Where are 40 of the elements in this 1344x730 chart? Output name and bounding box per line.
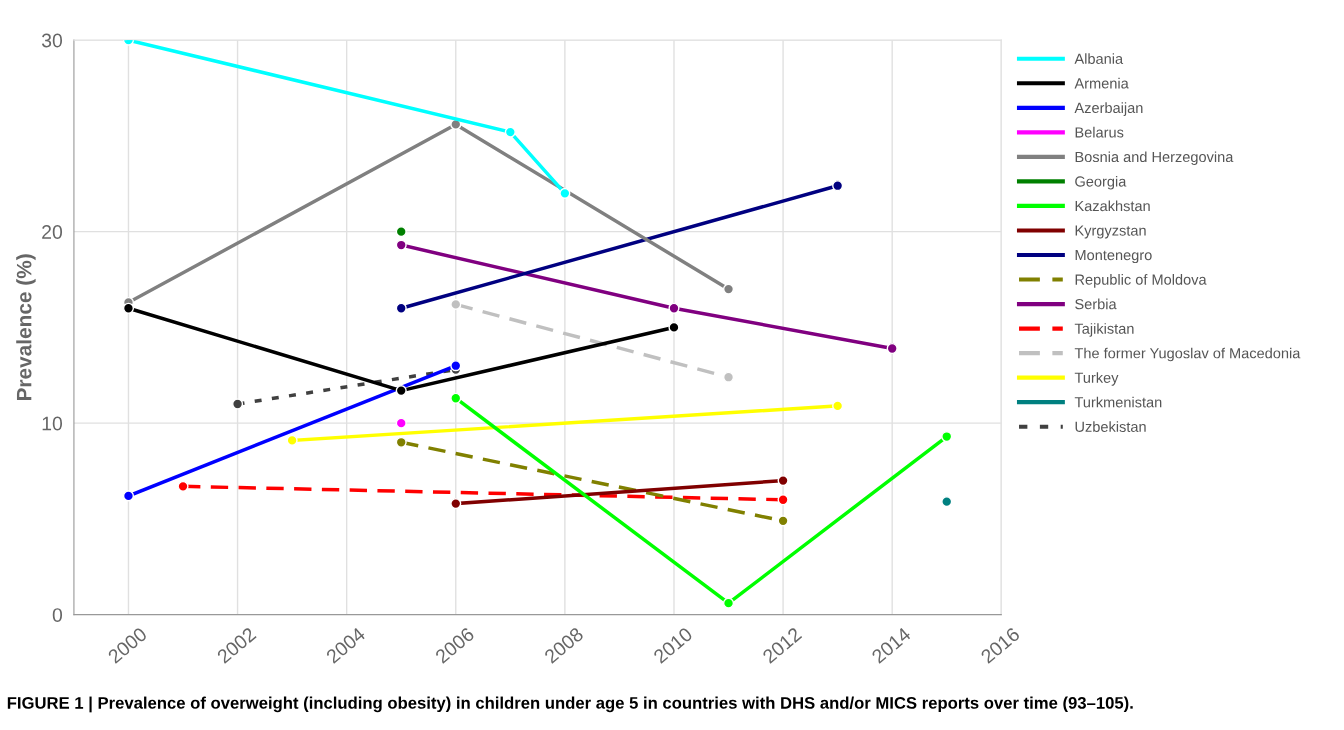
legend-label: Kazakhstan [1075, 200, 1150, 212]
caption: FIGURE 1 | Prevalence of overweight (including obesity) in children under age 5 in countries with DHS and/or MICS reports over time (93–105). [7, 696, 1133, 713]
legend-label: Kyrgyzstan [1075, 225, 1146, 239]
legend-label: Azerbaijan [1074, 102, 1143, 116]
point [450, 392, 462, 404]
legend-label: Belarus [1075, 126, 1124, 138]
point [559, 187, 571, 199]
point [941, 431, 953, 443]
legend-label: The former Yugoslav of Macedonia [1074, 347, 1301, 362]
point [777, 494, 789, 506]
point [395, 417, 407, 429]
legend-label: Uzbekistan [1075, 421, 1146, 432]
point [450, 298, 462, 310]
point [395, 239, 407, 251]
point [777, 475, 789, 487]
legend-label: Serbia [1075, 298, 1117, 310]
legend-label: Armenia [1074, 77, 1129, 89]
y-tick-label: 20 [42, 225, 63, 239]
legend-label: Georgia [1075, 175, 1127, 190]
y-tick-label: 10 [42, 416, 63, 431]
y-tick-label: 0 [52, 608, 63, 622]
point [668, 321, 680, 333]
point [504, 126, 516, 138]
point [450, 498, 462, 510]
point [668, 302, 680, 314]
legend-label: Albania [1074, 53, 1124, 64]
legend-label: Turkey [1074, 372, 1119, 386]
point [232, 398, 244, 410]
point [177, 480, 189, 492]
point [886, 342, 898, 355]
point [122, 302, 135, 314]
legend-label: Montenegro [1075, 250, 1152, 264]
legend-label: Tajikistan [1074, 323, 1134, 337]
legend-label: Bosnia and Herzegovina [1075, 151, 1234, 165]
point [122, 490, 135, 502]
y-tick-label: 30 [41, 33, 63, 48]
y-axis-title: Prevalence (%) [16, 254, 36, 401]
point [722, 597, 735, 609]
legend-label: Republic of Moldova [1075, 274, 1207, 288]
legend-label: Turkmenistan [1074, 396, 1162, 408]
